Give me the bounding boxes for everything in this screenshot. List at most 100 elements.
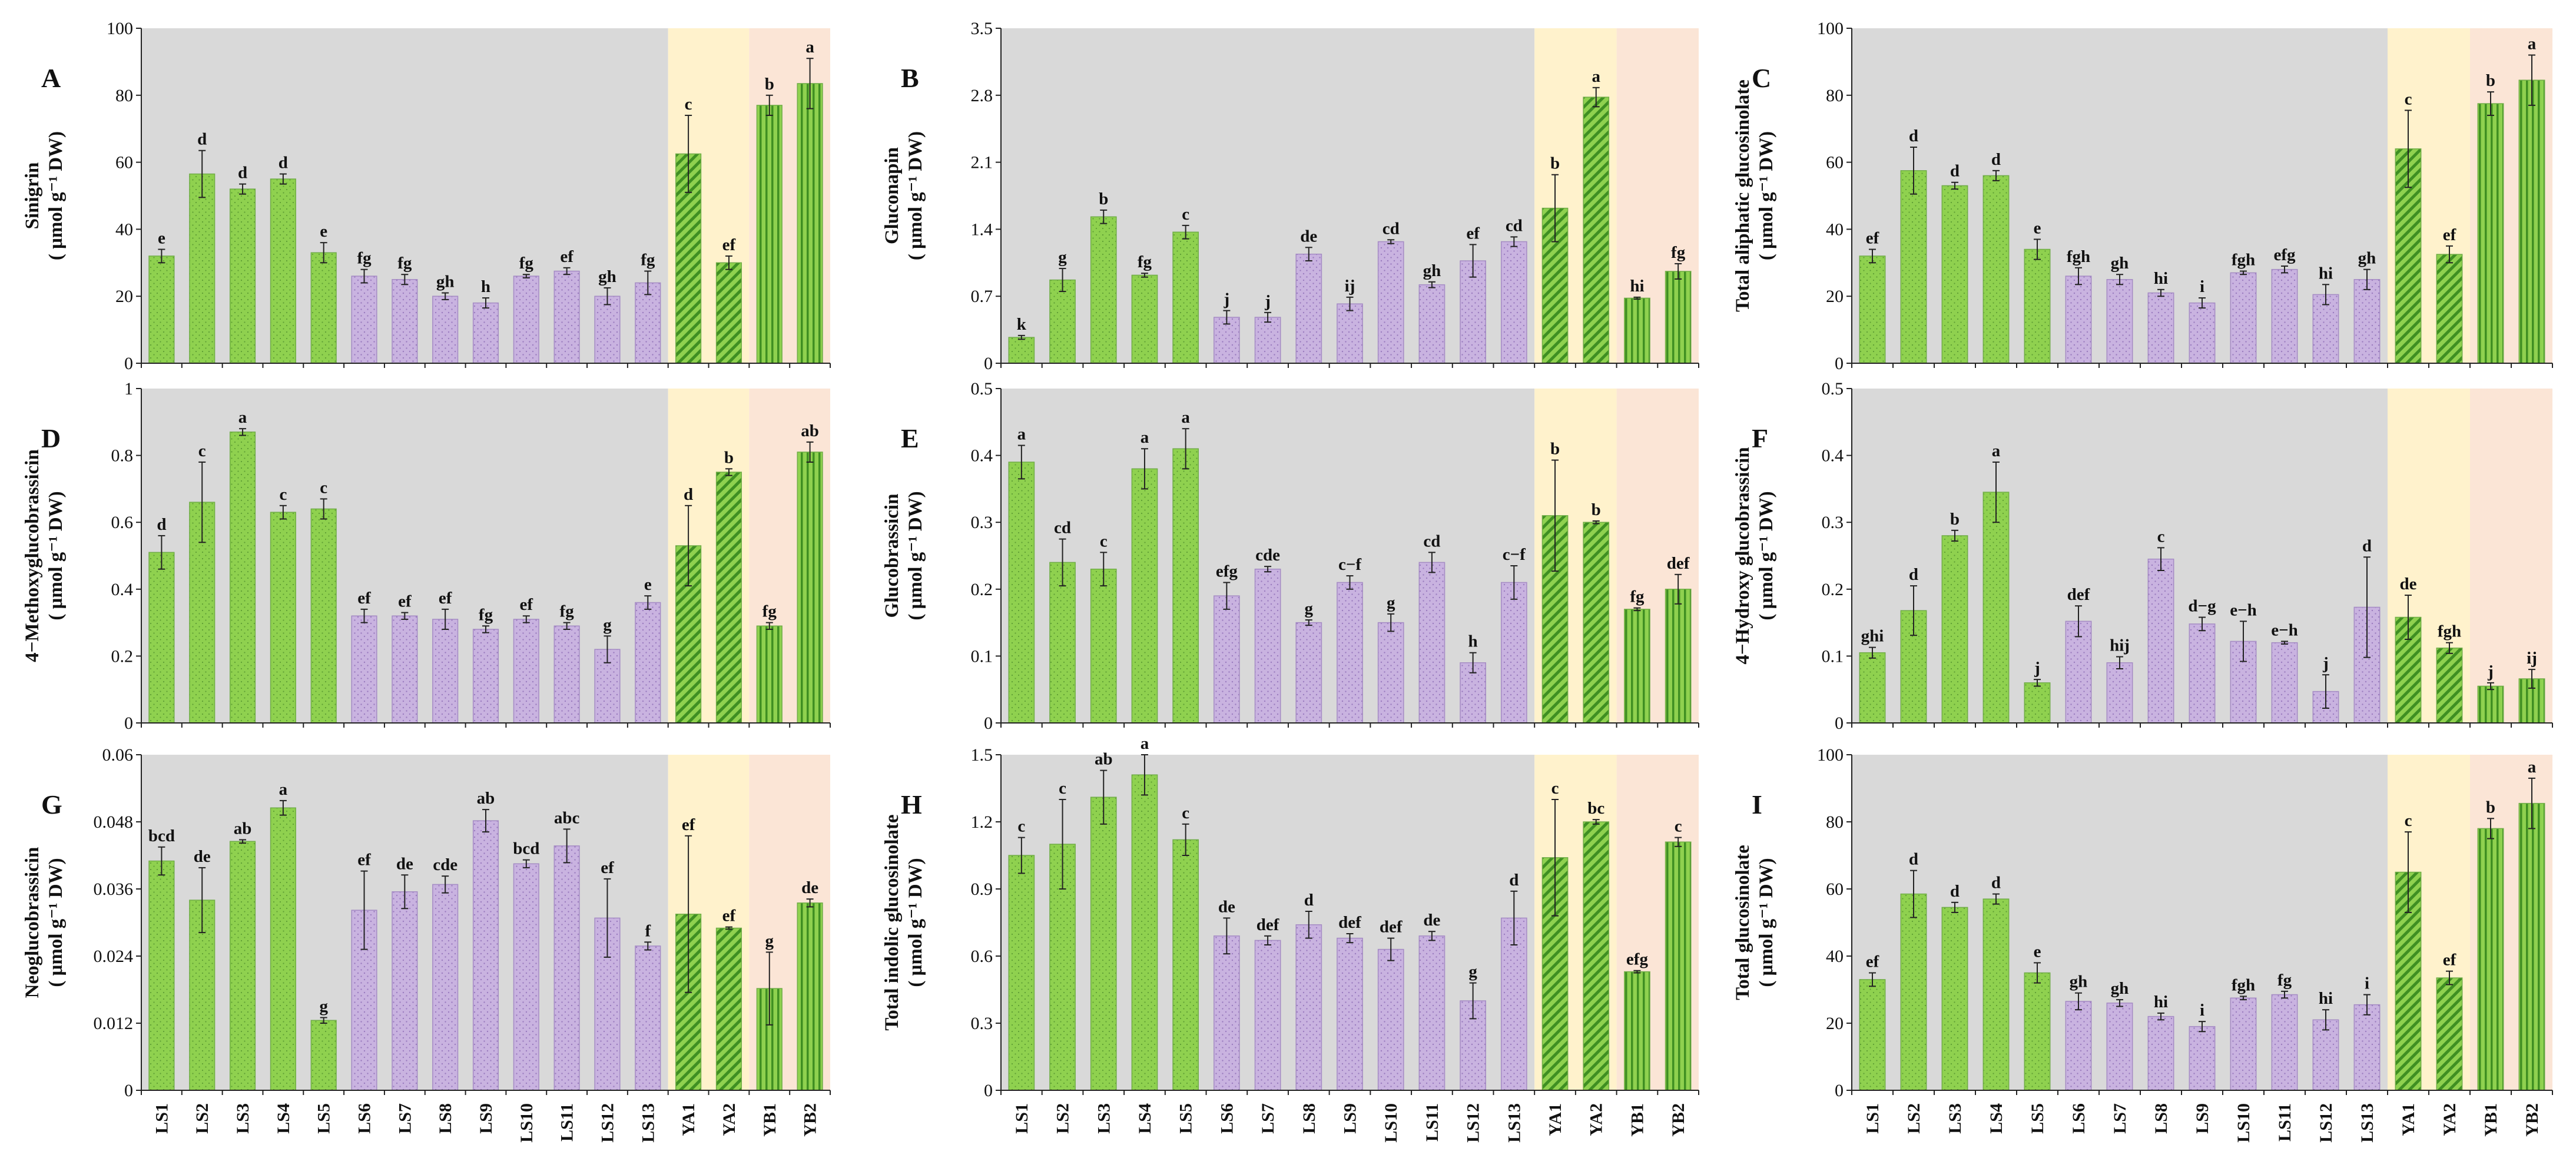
panel-d: d c a c c ef ef ef fg ef fg g e d b fg ab 0 0.2 0.4 0.6 0.8 1 D… — [22, 379, 831, 733]
sig-letter: d — [1304, 891, 1314, 910]
bar-yb1 — [2477, 103, 2504, 364]
sig-letter: ef — [357, 589, 371, 608]
bar-ls4 — [1982, 492, 2010, 724]
sig-letter: a — [1181, 408, 1190, 427]
y-tick-label: 0.3 — [1822, 513, 1844, 532]
y-tick-label: 40 — [1826, 220, 1844, 239]
bar-ls13 — [2353, 1004, 2381, 1091]
y-tick-label: 0 — [1835, 354, 1844, 373]
sig-letter: ef — [2443, 225, 2456, 244]
bar-ls9 — [472, 302, 499, 364]
sig-letter: ab — [234, 819, 252, 838]
x-category-label: LS11 — [2275, 1103, 2295, 1142]
sig-letter: c — [685, 95, 692, 114]
bar-ls13 — [2353, 279, 2381, 364]
bar-ls2 — [1900, 170, 1927, 364]
y-axis-title-line: Gluconapin — [881, 147, 903, 244]
sig-letter: de — [1423, 911, 1440, 930]
y-tick-label: 0.6 — [111, 513, 134, 532]
sig-letter: hi — [1630, 277, 1644, 296]
y-tick-label: 60 — [1826, 880, 1844, 899]
sig-letter: c — [1182, 804, 1189, 822]
bar-ls6 — [351, 276, 377, 364]
sig-letter: cde — [1255, 546, 1280, 565]
sig-letter: fg — [519, 254, 534, 273]
sig-letter: b — [2486, 798, 2495, 817]
y-axis-title-line: Total glucosinolate — [1732, 845, 1753, 1000]
y-tick-label: 0.2 — [1822, 580, 1844, 599]
bar-ls9 — [1337, 937, 1363, 1091]
x-category-label: LS1 — [1863, 1103, 1882, 1134]
y-tick-label: 1.2 — [971, 812, 993, 832]
y-tick-label: 0 — [1835, 1081, 1844, 1100]
bar-ls3 — [229, 432, 256, 724]
y-tick-label: 0 — [1835, 714, 1844, 733]
bar-ls5 — [310, 252, 337, 364]
bar-ls10 — [1377, 241, 1404, 364]
sig-letter: c — [2157, 527, 2165, 546]
bar-yb2 — [1665, 589, 1692, 724]
sig-letter: c — [2405, 89, 2412, 108]
panel-f: ghi d b a j def hij c d−g e−h e−h j d de fgh j ij 0 0.1 0.2… — [1732, 379, 2553, 733]
x-category-label: LS5 — [314, 1103, 334, 1134]
panel-letter: D — [41, 423, 61, 453]
bar-ls4 — [1131, 774, 1158, 1091]
y-tick-label: 0.8 — [111, 446, 134, 466]
bar-yb1 — [2477, 828, 2504, 1091]
y-tick-label: 0.036 — [94, 880, 134, 899]
sig-letter: j — [1224, 290, 1230, 309]
y-tick-label: 0.2 — [111, 646, 134, 666]
x-category-label: YA1 — [679, 1103, 698, 1136]
y-tick-label: 0.1 — [1822, 646, 1844, 666]
sig-letter: j — [2322, 654, 2329, 673]
y-axis-title-line: ( μmol g⁻¹ DW) — [905, 131, 926, 260]
bar-ls4 — [1131, 468, 1158, 724]
sig-letter: fg — [762, 602, 777, 621]
sig-letter: b — [765, 75, 774, 94]
bar-yb2 — [797, 452, 823, 724]
x-category-label: LS9 — [1341, 1103, 1360, 1134]
y-tick-label: 0.7 — [971, 287, 993, 306]
sig-letter: d — [684, 485, 693, 504]
sig-letter: cd — [1054, 519, 1071, 537]
sig-letter: b — [1592, 500, 1601, 519]
x-category-label: YB1 — [2481, 1103, 2501, 1137]
sig-letter: c — [1675, 817, 1682, 836]
x-category-label: LS11 — [1423, 1103, 1442, 1142]
y-tick-label: 0 — [124, 1081, 133, 1100]
sig-letter: c — [1017, 817, 1025, 836]
y-tick-label: 0.4 — [1822, 446, 1844, 466]
sig-letter: def — [1380, 918, 1403, 937]
sig-letter: ab — [477, 789, 495, 808]
bar-ls3 — [229, 188, 256, 364]
sig-letter: b — [1550, 154, 1560, 173]
sig-letter: e — [158, 229, 165, 248]
x-category-label: LS9 — [476, 1103, 496, 1134]
y-tick-label: 0.012 — [94, 1014, 134, 1033]
sig-letter: def — [2067, 585, 2090, 604]
x-category-label: LS12 — [1464, 1103, 1483, 1143]
sig-letter: g — [1387, 593, 1395, 612]
y-tick-label: 0.06 — [102, 745, 134, 765]
background-yb — [2470, 389, 2552, 723]
panel-letter: H — [901, 789, 922, 819]
sig-letter: a — [1141, 428, 1149, 447]
bar-ls1 — [1008, 855, 1035, 1091]
sig-letter: c — [198, 442, 206, 460]
x-category-label: LS3 — [1945, 1103, 1965, 1134]
sig-letter: d — [1950, 882, 1960, 901]
sig-letter: ef — [1866, 229, 1879, 248]
sig-letter: hi — [2154, 269, 2168, 288]
sig-letter: de — [194, 847, 211, 866]
bar-ls7 — [1254, 940, 1281, 1091]
y-axis-title-line: ( μmol g⁻¹ DW) — [1756, 858, 1777, 987]
bar-ls4 — [270, 807, 296, 1091]
x-category-label: LS1 — [152, 1103, 171, 1134]
sig-letter: b — [1950, 510, 1960, 529]
x-category-label: YB2 — [801, 1103, 820, 1137]
sig-letter: fg — [1630, 588, 1645, 606]
bar-ls3 — [1090, 568, 1117, 724]
bar-ls3 — [229, 841, 256, 1091]
sig-letter: d — [1991, 150, 2001, 169]
